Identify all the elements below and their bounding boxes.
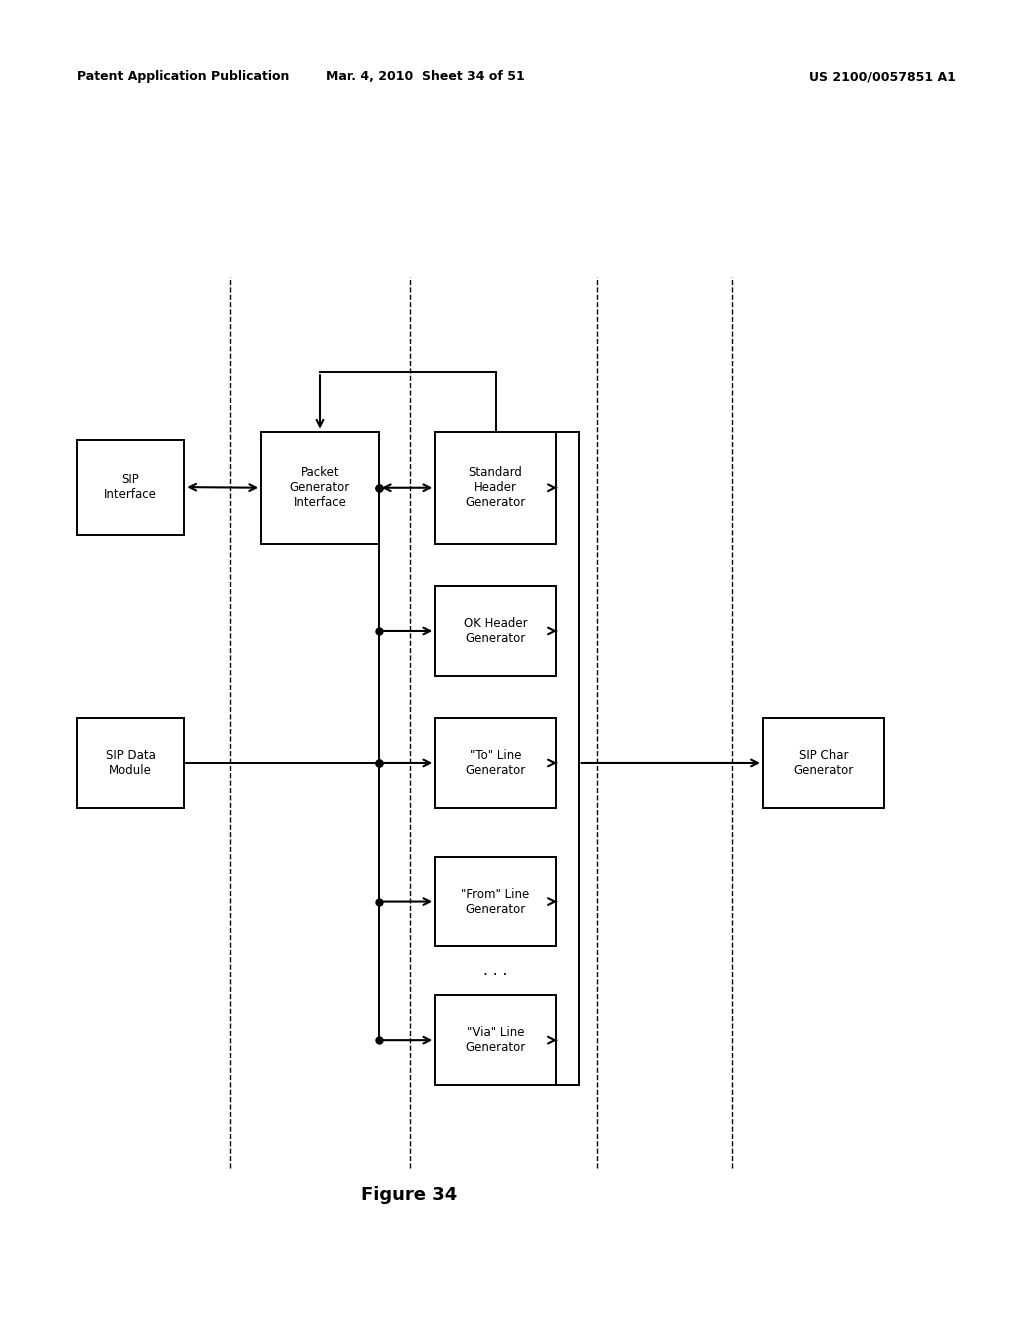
Text: OK Header
Generator: OK Header Generator bbox=[464, 616, 527, 645]
Bar bbox=[435, 586, 556, 676]
Text: Standard
Header
Generator: Standard Header Generator bbox=[466, 466, 525, 510]
Bar bbox=[77, 440, 184, 535]
Text: Mar. 4, 2010  Sheet 34 of 51: Mar. 4, 2010 Sheet 34 of 51 bbox=[326, 70, 524, 83]
Text: SIP Data
Module: SIP Data Module bbox=[105, 748, 156, 777]
Bar bbox=[763, 718, 884, 808]
Text: SIP Char
Generator: SIP Char Generator bbox=[794, 748, 853, 777]
Bar bbox=[435, 718, 556, 808]
Text: SIP
Interface: SIP Interface bbox=[104, 473, 157, 502]
Bar bbox=[261, 432, 379, 544]
Text: "From" Line
Generator: "From" Line Generator bbox=[462, 887, 529, 916]
Text: "Via" Line
Generator: "Via" Line Generator bbox=[466, 1026, 525, 1055]
Bar bbox=[435, 432, 556, 544]
Text: US 2100/0057851 A1: US 2100/0057851 A1 bbox=[809, 70, 955, 83]
Text: Figure 34: Figure 34 bbox=[361, 1185, 458, 1204]
Text: Patent Application Publication: Patent Application Publication bbox=[77, 70, 289, 83]
Bar bbox=[435, 995, 556, 1085]
Text: Packet
Generator
Interface: Packet Generator Interface bbox=[290, 466, 350, 510]
Text: "To" Line
Generator: "To" Line Generator bbox=[466, 748, 525, 777]
Text: . . .: . . . bbox=[483, 964, 508, 978]
Bar bbox=[435, 857, 556, 946]
Bar bbox=[77, 718, 184, 808]
